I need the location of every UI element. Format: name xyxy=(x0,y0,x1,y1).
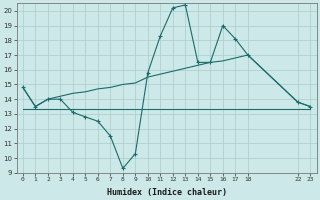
X-axis label: Humidex (Indice chaleur): Humidex (Indice chaleur) xyxy=(107,188,227,197)
